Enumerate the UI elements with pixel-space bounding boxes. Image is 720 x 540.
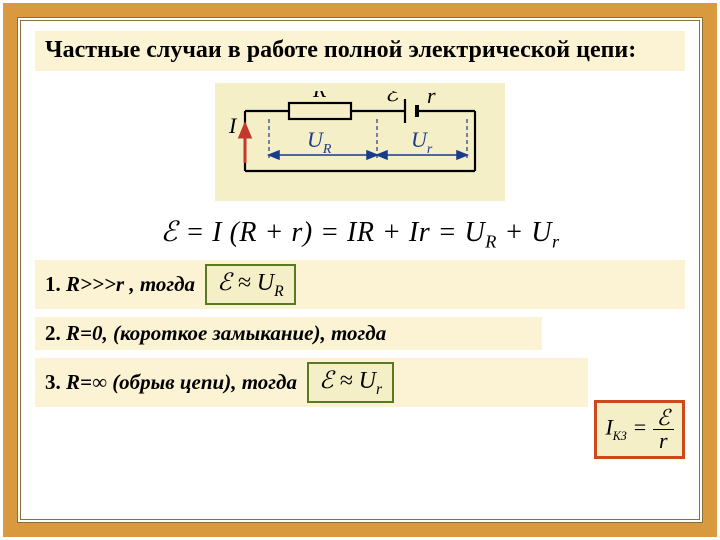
- case-3: 3. R=∞ (обрыв цепи), тогда ℰ ≈ Ur: [35, 358, 588, 407]
- case3-eps: ℰ ≈ U: [319, 368, 376, 394]
- content-panel: Частные случаи в работе полной электриче…: [17, 17, 703, 523]
- case1-num: 1.: [45, 272, 66, 296]
- label-R: R: [312, 91, 327, 102]
- sub-R: R: [485, 231, 497, 251]
- ikz-den: r: [653, 430, 674, 452]
- case2-cond: R=0, (короткое замыкание), тогда: [66, 321, 386, 345]
- sub-r: r: [552, 231, 560, 251]
- case3-result: ℰ ≈ Ur: [307, 362, 394, 403]
- ikz-sub: КЗ: [613, 429, 627, 443]
- case-2: 2. R=0, (короткое замыкание), тогда: [35, 317, 542, 350]
- case3-num: 3.: [45, 370, 66, 394]
- label-I: I: [228, 113, 238, 138]
- case3-cond: R=∞ (обрыв цепи), тогда: [66, 370, 297, 394]
- case2-num: 2.: [45, 321, 66, 345]
- slide: Частные случаи в работе полной электриче…: [0, 0, 720, 540]
- label-r: r: [427, 91, 436, 108]
- circuit-diagram: I R ℰ r UR Ur: [215, 83, 505, 201]
- circuit-diagram-wrap: I R ℰ r UR Ur: [35, 83, 685, 201]
- ikz-I: I: [605, 415, 612, 440]
- label-Ur: Ur: [411, 127, 433, 157]
- main-formula: ℰ = I (R + r) = IR + Ir = UR + Ur: [35, 215, 685, 253]
- title: Частные случаи в работе полной электриче…: [35, 31, 685, 71]
- short-circuit-formula: IКЗ = ℰ r: [594, 400, 685, 459]
- case1-sub: R: [274, 283, 284, 300]
- formula-body-2: + U: [497, 217, 552, 248]
- case-1: 1. R>>>r , тогда ℰ ≈ UR: [35, 260, 685, 309]
- label-eps: ℰ: [385, 91, 401, 106]
- ikz-num: ℰ: [653, 407, 674, 430]
- formula-body-1: = I (R + r) = IR + Ir = U: [178, 217, 485, 248]
- case3-sub: r: [376, 381, 382, 398]
- label-UR: UR: [307, 127, 332, 157]
- case1-eps: ℰ ≈ U: [217, 270, 274, 296]
- case1-result: ℰ ≈ UR: [205, 264, 296, 305]
- eps-symbol: ℰ: [160, 217, 177, 248]
- case1-cond: R>>>r , тогда: [66, 272, 195, 296]
